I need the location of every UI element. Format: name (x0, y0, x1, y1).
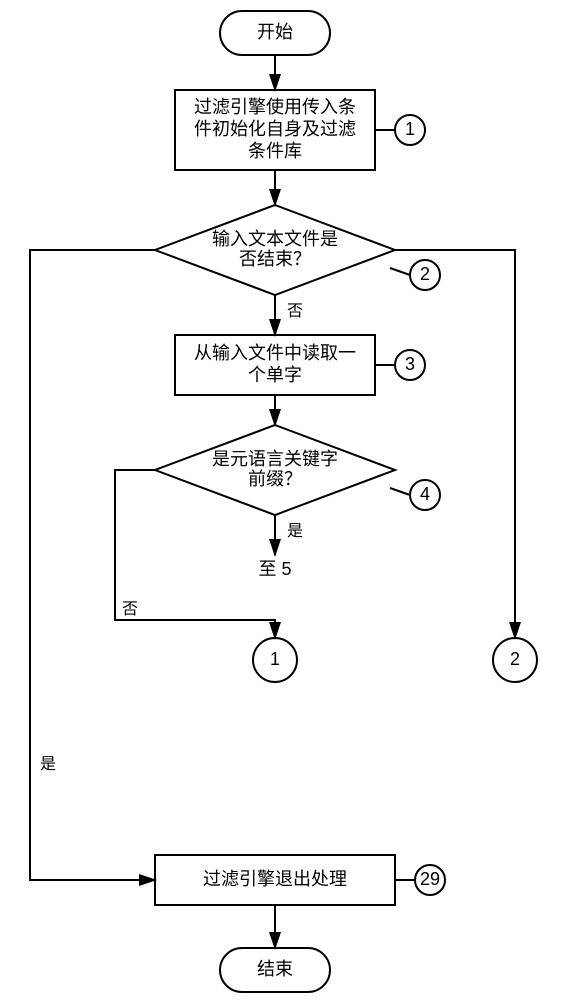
svg-text:4: 4 (420, 484, 430, 504)
svg-text:否结束？: 否结束？ (239, 249, 311, 269)
svg-text:开始: 开始 (257, 22, 293, 42)
svg-text:是元语言关键字: 是元语言关键字 (212, 449, 338, 469)
svg-text:过滤引擎使用传入条: 过滤引擎使用传入条 (194, 97, 356, 117)
svg-text:结束: 结束 (257, 959, 293, 979)
svg-text:至 5: 至 5 (258, 559, 291, 579)
svg-text:否: 否 (122, 601, 138, 618)
svg-text:从输入文件中读取一: 从输入文件中读取一 (194, 343, 356, 363)
svg-text:2: 2 (420, 264, 430, 284)
svg-text:条件库: 条件库 (248, 141, 302, 161)
svg-text:过滤引擎退出处理: 过滤引擎退出处理 (203, 869, 347, 889)
svg-text:件初始化自身及过滤: 件初始化自身及过滤 (194, 119, 356, 139)
svg-text:3: 3 (405, 354, 415, 374)
svg-text:前缀？: 前缀？ (248, 469, 302, 489)
svg-text:1: 1 (270, 649, 280, 669)
svg-text:1: 1 (405, 119, 415, 139)
svg-text:输入文本文件是: 输入文本文件是 (212, 229, 338, 249)
svg-text:个单字: 个单字 (248, 365, 302, 385)
svg-text:是: 是 (287, 523, 303, 540)
svg-text:否: 否 (287, 303, 303, 320)
svg-text:29: 29 (420, 869, 440, 889)
svg-text:是: 是 (40, 756, 56, 773)
svg-text:2: 2 (510, 649, 520, 669)
